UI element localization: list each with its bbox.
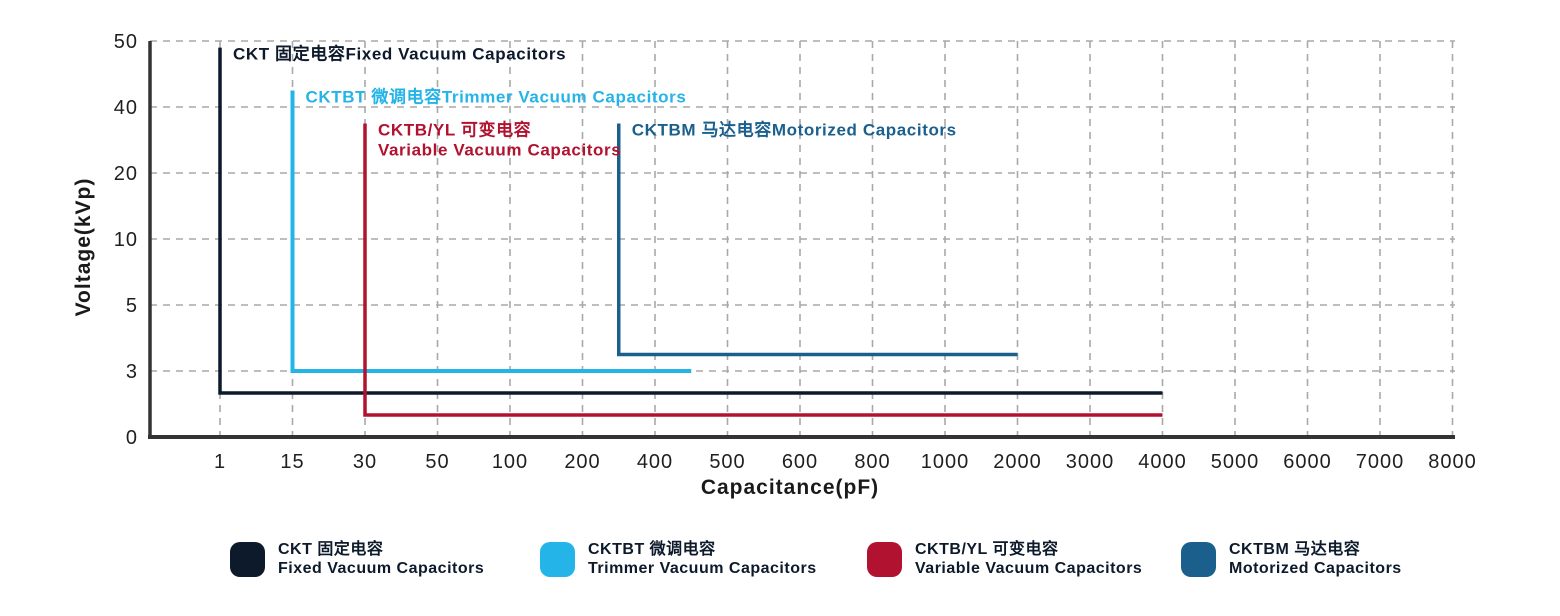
legend-swatch-cktbt (540, 541, 575, 577)
y-tick-label-50: 50 (114, 31, 138, 53)
x-tick-label-100: 100 (492, 451, 528, 473)
series-annotation-cktb-yl-line2: Variable Vacuum Capacitors (378, 141, 621, 160)
x-tick-label-600: 600 (782, 451, 818, 473)
series-line-cktbm (617, 123, 1018, 357)
x-tick-label-8000: 8000 (1428, 451, 1477, 473)
legend-text-cktbt: CKTBT 微调电容 Trimmer Vacuum Capacitors (588, 540, 817, 578)
y-tick-label-5: 5 (126, 295, 138, 317)
y-tick-label-0: 0 (126, 427, 138, 449)
legend-swatch-cktbm (1181, 541, 1216, 577)
x-tick-label-7000: 7000 (1356, 451, 1405, 473)
y-axis-title: Voltage(kVp) (72, 178, 95, 317)
x-tick-label-1: 1 (214, 451, 226, 473)
x-tick-label-2000: 2000 (993, 451, 1042, 473)
legend-item-cktb-yl: CKTB/YL 可变电容 Variable Vacuum Capacitors (867, 540, 1142, 578)
series-line-cktbt (290, 90, 692, 373)
y-tick-label-10: 10 (114, 229, 138, 251)
legend-label-cn-ckt: CKT 固定电容 (278, 541, 384, 558)
x-tick-label-3000: 3000 (1066, 451, 1115, 473)
x-tick-label-50: 50 (425, 451, 449, 473)
series-annotation-cktb-yl-line1: CKTB/YL 可变电容 (378, 120, 531, 140)
x-axis-title: Capacitance(pF) (701, 476, 879, 499)
y-tick-label-20: 20 (114, 163, 138, 185)
series-line-cktb-yl (363, 123, 1163, 417)
x-tick-label-30: 30 (353, 451, 377, 473)
x-tick-label-1000: 1000 (921, 451, 970, 473)
x-tick-label-500: 500 (709, 451, 745, 473)
legend-label-cn-cktbt: CKTBT 微调电容 (588, 541, 716, 558)
legend-text-ckt: CKT 固定电容 Fixed Vacuum Capacitors (278, 540, 484, 578)
gridlines (150, 40, 1455, 437)
series-lines (218, 47, 1163, 417)
axes (148, 41, 1455, 439)
legend-swatch-ckt (230, 541, 265, 577)
legend-label-en-ckt: Fixed Vacuum Capacitors (278, 560, 485, 577)
legend-item-cktbm: CKTBM 马达电容 Motorized Capacitors (1181, 540, 1402, 578)
legend-swatch-cktb-yl (867, 541, 902, 577)
legend-item-cktbt: CKTBT 微调电容 Trimmer Vacuum Capacitors (540, 540, 817, 578)
x-tick-label-800: 800 (854, 451, 890, 473)
legend-label-en-cktbm: Motorized Capacitors (1229, 560, 1402, 577)
x-tick-label-4000: 4000 (1138, 451, 1187, 473)
x-tick-label-5000: 5000 (1211, 451, 1260, 473)
series-annotation-ckt: CKT 固定电容Fixed Vacuum Capacitors (233, 44, 566, 64)
series-line-ckt (218, 47, 1163, 395)
legend-label-cn-cktb-yl: CKTB/YL 可变电容 (915, 541, 1059, 558)
y-tick-label-40: 40 (114, 97, 138, 119)
legend-text-cktb-yl: CKTB/YL 可变电容 Variable Vacuum Capacitors (915, 540, 1142, 578)
legend-text-cktbm: CKTBM 马达电容 Motorized Capacitors (1229, 540, 1402, 578)
series-annotations: CKT 固定电容Fixed Vacuum Capacitors CKTBT 微调电… (233, 44, 957, 160)
series-annotation-cktbt: CKTBT 微调电容Trimmer Vacuum Capacitors (306, 87, 687, 107)
legend-item-ckt: CKT 固定电容 Fixed Vacuum Capacitors (230, 540, 484, 578)
series-annotation-cktbm: CKTBM 马达电容Motorized Capacitors (632, 120, 957, 140)
legend-label-en-cktb-yl: Variable Vacuum Capacitors (915, 560, 1143, 577)
y-tick-label-3: 3 (126, 361, 138, 383)
legend: CKT 固定电容 Fixed Vacuum Capacitors CKTBT 微调电… (0, 540, 1560, 600)
legend-label-cn-cktbm: CKTBM 马达电容 (1229, 541, 1361, 558)
x-tick-label-200: 200 (564, 451, 600, 473)
tick-labels: 1 15 30 50 100 200 400 500 600 800 1000 2000 3000 400… (114, 31, 1477, 473)
x-tick-label-6000: 6000 (1283, 451, 1332, 473)
x-tick-label-400: 400 (637, 451, 673, 473)
x-tick-label-15: 15 (280, 451, 304, 473)
legend-label-en-cktbt: Trimmer Vacuum Capacitors (588, 560, 817, 577)
